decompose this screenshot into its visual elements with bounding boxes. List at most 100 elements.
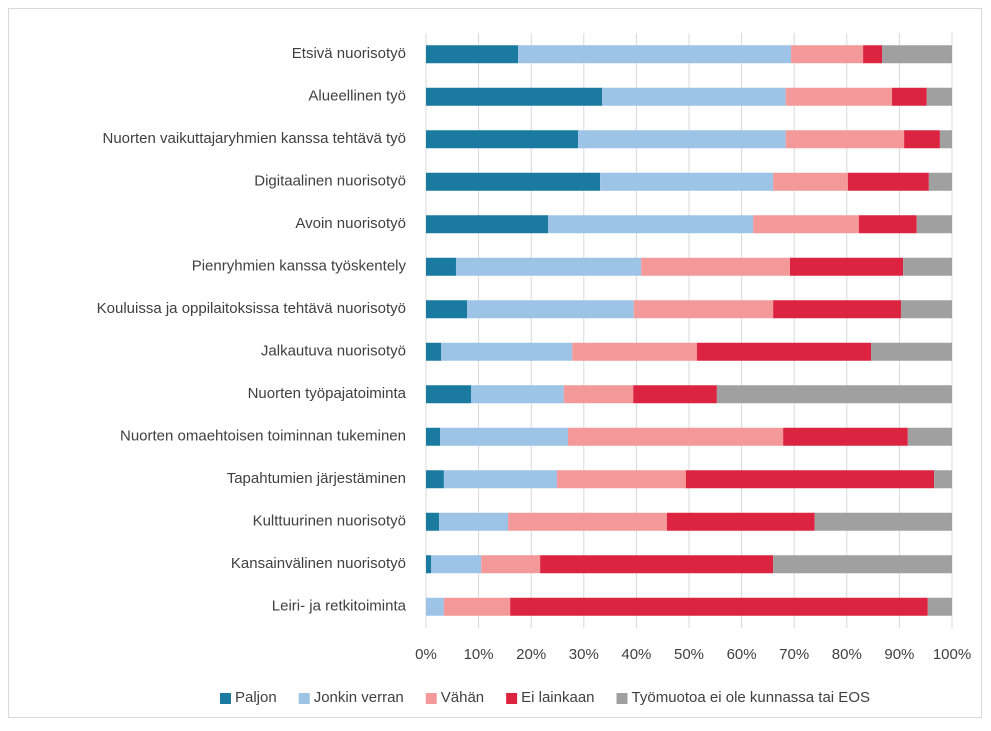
- bar-segment: [789, 257, 904, 276]
- bar-segment: [578, 130, 786, 149]
- bar-segment: [426, 555, 432, 574]
- bar-segment: [863, 45, 883, 64]
- bar-segment: [440, 427, 569, 446]
- bar-segment: [928, 172, 952, 191]
- bar-segment: [696, 342, 871, 361]
- bar-segment: [426, 470, 444, 489]
- y-tick-label: Tapahtumien järjestäminen: [227, 470, 406, 487]
- bar-segment: [916, 215, 952, 234]
- bar-segment: [939, 130, 952, 149]
- legend-label: Työmuotoa ei ole kunnassa tai EOS: [632, 689, 870, 706]
- bar-segment: [773, 300, 901, 319]
- bar-segment: [443, 470, 557, 489]
- bar-segment: [426, 597, 444, 616]
- bar-segment: [904, 130, 940, 149]
- bar-segment: [431, 555, 482, 574]
- y-tick-label: Etsivä nuorisotyö: [292, 45, 406, 62]
- bar-segment: [426, 385, 472, 404]
- x-tick-label: 90%: [884, 646, 914, 663]
- y-tick-label: Nuorten työpajatoiminta: [248, 385, 407, 402]
- bar-segment: [633, 385, 717, 404]
- legend-swatch: [298, 693, 310, 704]
- legend-label: Paljon: [235, 689, 277, 706]
- bar-segment: [426, 427, 441, 446]
- bar-segment: [426, 130, 579, 149]
- bar-segment: [508, 512, 667, 531]
- x-tick-label: 0%: [415, 646, 437, 663]
- bar-segment: [563, 385, 634, 404]
- bar-segment: [441, 342, 573, 361]
- bar-segment: [518, 45, 792, 64]
- bar-segment: [426, 215, 549, 234]
- bar-segment: [934, 470, 952, 489]
- bar-segment: [426, 512, 440, 531]
- bar-segment: [666, 512, 815, 531]
- y-tick-label: Digitaalinen nuorisotyö: [254, 173, 406, 190]
- legend-swatch: [425, 693, 437, 704]
- bar-segment: [510, 597, 928, 616]
- bar-segment: [548, 215, 754, 234]
- bar-segment: [847, 172, 929, 191]
- bar-segment: [791, 45, 864, 64]
- bar-segment: [892, 87, 927, 106]
- legend-label: Ei lainkaan: [521, 689, 594, 706]
- legend-label: Vähän: [441, 689, 484, 706]
- bar-segment: [870, 342, 952, 361]
- bar-segment: [900, 300, 952, 319]
- bar-segment: [641, 257, 790, 276]
- bar-segment: [685, 470, 935, 489]
- bar-segment: [471, 385, 564, 404]
- legend-swatch: [506, 693, 518, 704]
- y-tick-label: Alueellinen työ: [308, 88, 406, 105]
- bar-segment: [455, 257, 642, 276]
- bar-segment: [556, 470, 686, 489]
- bar-segment: [753, 215, 859, 234]
- x-tick-label: 30%: [569, 646, 599, 663]
- x-tick-label: 40%: [621, 646, 651, 663]
- y-tick-label: Nuorten omaehtoisen toiminnan tukeminen: [120, 428, 406, 445]
- bar-segment: [602, 87, 786, 106]
- bar-segment: [633, 300, 774, 319]
- bar-segment: [439, 512, 509, 531]
- bar-segment: [785, 130, 905, 149]
- x-tick-label: 60%: [727, 646, 757, 663]
- bar-segment: [783, 427, 908, 446]
- bar-segment: [773, 555, 952, 574]
- bar-segment: [426, 300, 468, 319]
- bar-segment: [426, 257, 456, 276]
- bar-segment: [858, 215, 917, 234]
- bar-segment: [785, 87, 893, 106]
- bar-segment: [467, 300, 634, 319]
- bar-segment: [926, 87, 952, 106]
- y-tick-label: Avoin nuorisotyö: [295, 215, 406, 232]
- x-tick-label: 10%: [464, 646, 494, 663]
- x-tick-label: 70%: [779, 646, 809, 663]
- bar-segment: [481, 555, 541, 574]
- bar-segment: [773, 172, 848, 191]
- bar-segment: [426, 87, 603, 106]
- legend-label: Jonkin verran: [314, 689, 404, 706]
- y-tick-label: Kansainvälinen nuorisotyö: [231, 555, 406, 572]
- y-tick-label: Nuorten vaikuttajaryhmien kanssa tehtävä…: [103, 130, 407, 147]
- x-tick-label: 100%: [933, 646, 971, 663]
- legend-swatch: [616, 693, 628, 704]
- x-tick-label: 20%: [516, 646, 546, 663]
- bar-segment: [716, 385, 952, 404]
- y-tick-label: Jalkautuva nuorisotyö: [261, 343, 406, 360]
- bar-segment: [568, 427, 784, 446]
- bar-segment: [907, 427, 952, 446]
- y-tick-label: Pienryhmien kanssa työskentely: [192, 258, 407, 275]
- bar-segment: [426, 172, 601, 191]
- bar-segment: [426, 342, 442, 361]
- bar-segment: [572, 342, 697, 361]
- bar-segment: [426, 45, 519, 64]
- bar-segment: [600, 172, 774, 191]
- x-tick-label: 80%: [832, 646, 862, 663]
- bar-segment: [903, 257, 952, 276]
- x-tick-label: 50%: [674, 646, 704, 663]
- bar-segment: [927, 597, 952, 616]
- y-tick-label: Kouluissa ja oppilaitoksissa tehtävä nuo…: [97, 300, 406, 317]
- bar-segment: [814, 512, 952, 531]
- bar-segment: [443, 597, 511, 616]
